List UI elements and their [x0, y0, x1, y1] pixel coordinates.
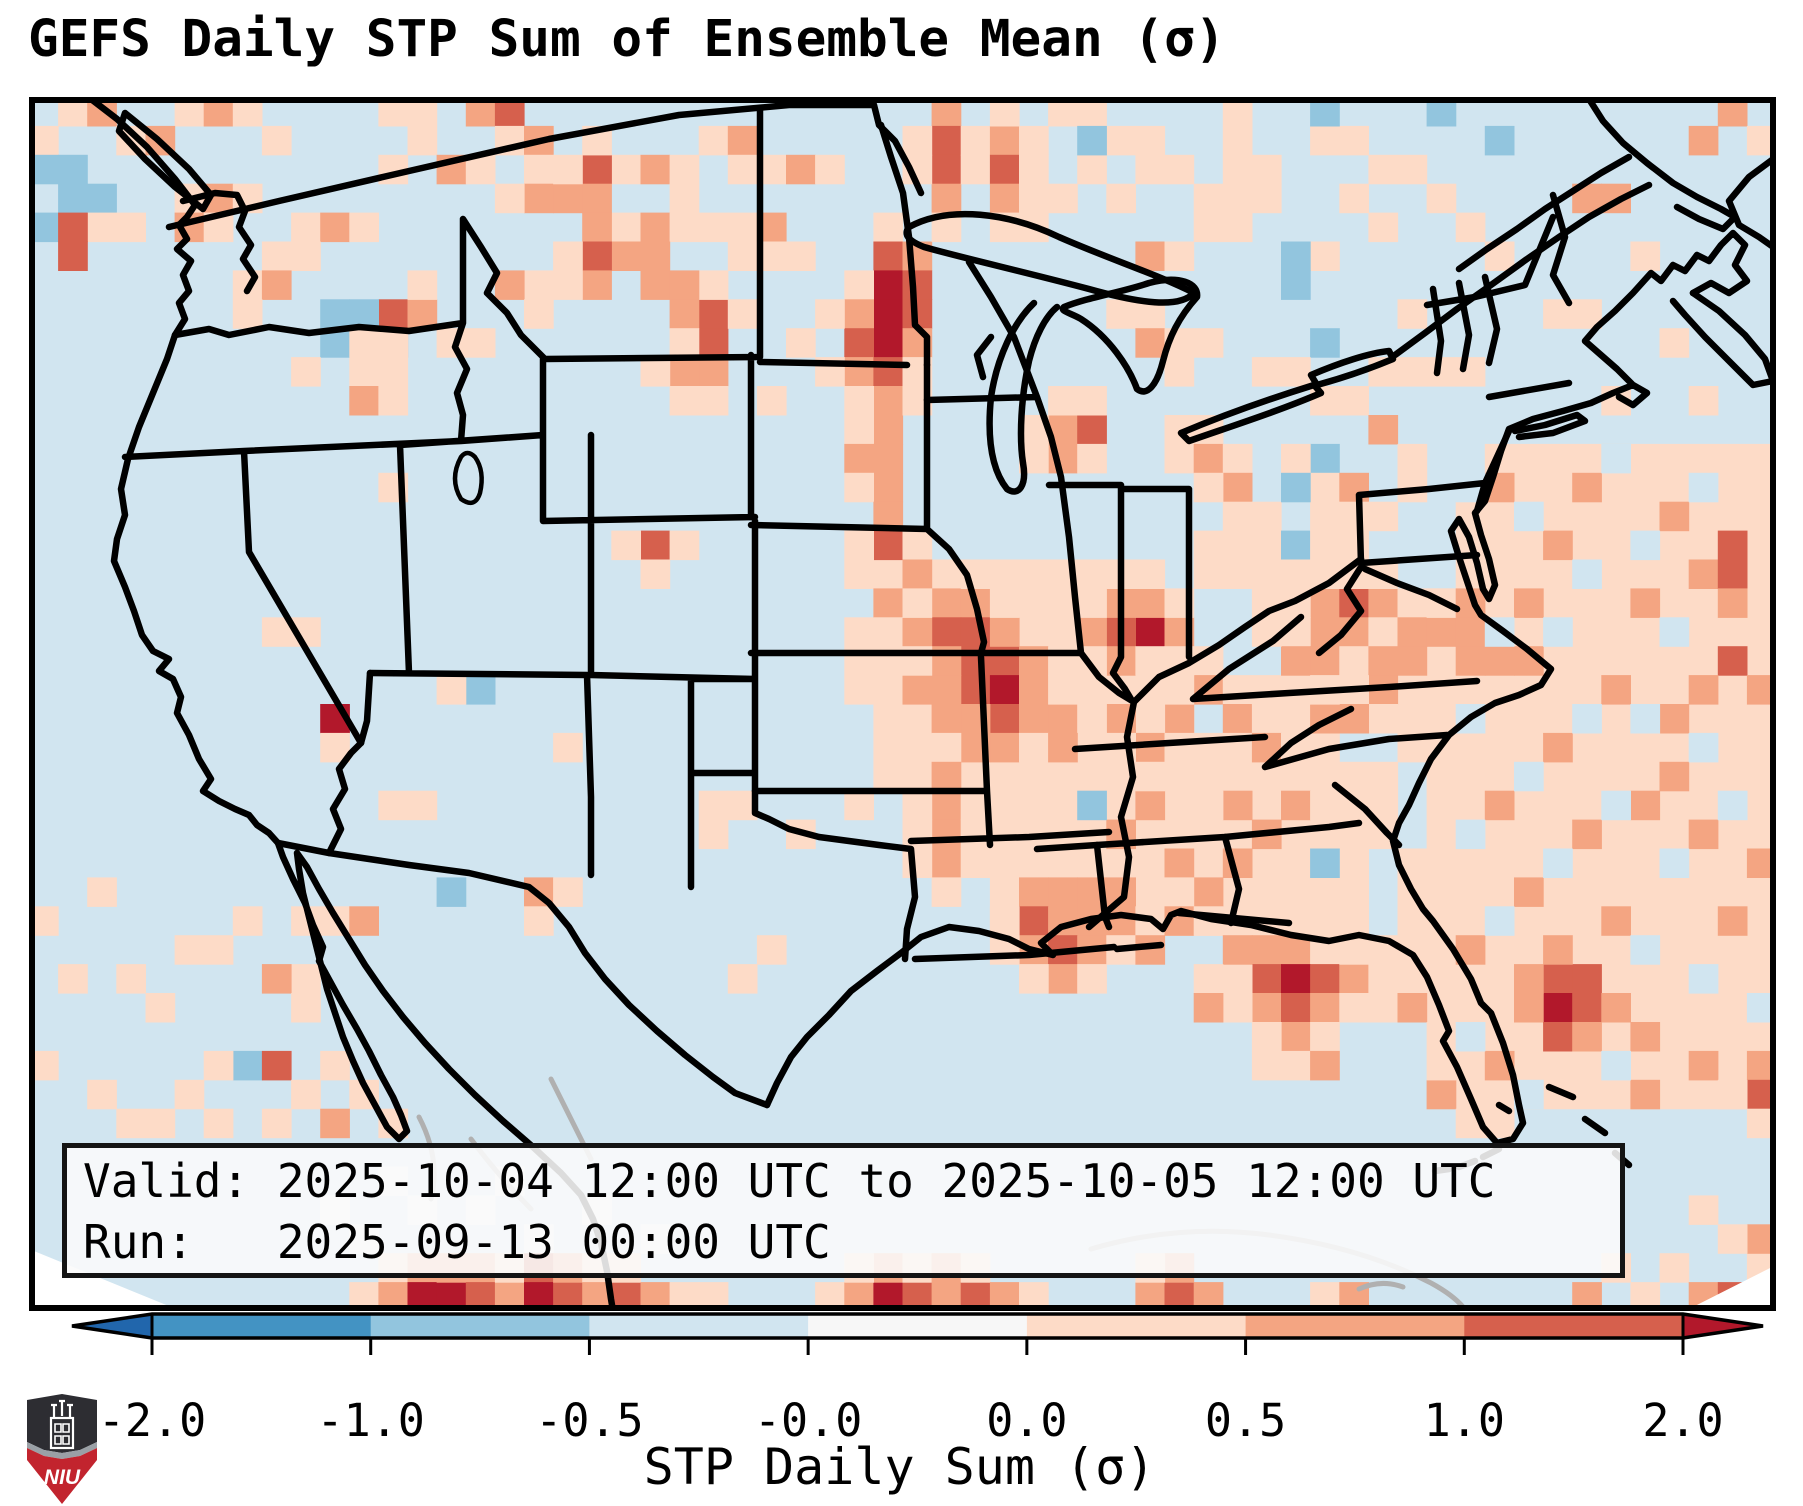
niu-shield-red — [27, 1448, 97, 1504]
colorbar-ticks — [150, 1338, 1685, 1355]
colorbar-axis-label: STP Daily Sum (σ) — [643, 1438, 1156, 1496]
valid-run-info-box: Valid: 2025-10-04 12:00 UTC to 2025-10-0… — [62, 1143, 1625, 1278]
map-frame — [29, 97, 1776, 1311]
bahamas — [1495, 1083, 1633, 1169]
lake-michigan — [973, 299, 1061, 495]
colorbar-tick-labels: -2.0 -1.0 -0.5 -0.0 0.0 0.5 1.0 2.0 — [98, 1394, 1724, 1447]
projection-wedge-right — [1685, 1265, 1776, 1311]
run-line: Run: 2025-09-13 00:00 UTC — [83, 1215, 831, 1269]
lake-superior — [903, 210, 1198, 306]
svg-text:1.0: 1.0 — [1424, 1394, 1505, 1447]
state-borders-west — [121, 105, 764, 891]
niu-shield-swoosh — [27, 1442, 97, 1459]
niu-castle-icon — [49, 1399, 75, 1450]
svg-text:-0.0: -0.0 — [754, 1394, 862, 1447]
lake-huron — [1059, 276, 1201, 395]
geography-outlines — [87, 97, 1776, 1311]
niu-logo-text: NIU — [44, 1466, 81, 1489]
state-borders-midwest — [877, 121, 1365, 931]
west-coast — [87, 97, 617, 1311]
map-canvas: Valid: 2025-10-04 12:00 UTC to 2025-10-0… — [29, 97, 1776, 1311]
niu-shield-dark — [27, 1394, 97, 1453]
svg-text:0.0: 0.0 — [986, 1394, 1067, 1447]
nova-scotia — [1669, 289, 1776, 389]
colorbar-segments — [72, 1314, 1763, 1338]
svg-text:-1.0: -1.0 — [317, 1394, 425, 1447]
svg-text:0.5: 0.5 — [1205, 1394, 1286, 1447]
long-island — [1511, 411, 1589, 441]
gulf-atlantic-coast — [763, 229, 1751, 1147]
great-salt-lake — [452, 450, 484, 506]
vancouver-island — [115, 109, 215, 213]
canada-border — [165, 101, 925, 231]
svg-text:2.0: 2.0 — [1642, 1394, 1723, 1447]
state-borders-plains — [747, 358, 1165, 963]
state-borders-northeast — [1315, 191, 1573, 657]
colorbar: -2.0 -1.0 -0.5 -0.0 0.0 0.5 1.0 2.0 — [71, 1312, 1764, 1447]
puget-sound — [179, 189, 259, 295]
svg-text:-2.0: -2.0 — [98, 1394, 206, 1447]
valid-line: Valid: 2025-10-04 12:00 UTC to 2025-10-0… — [83, 1154, 1496, 1208]
lake-ontario — [1307, 347, 1397, 389]
colorado-river-border — [325, 669, 374, 857]
plot-title: GEFS Daily STP Sum of Ensemble Mean (σ) — [28, 10, 1226, 69]
state-borders-southeast — [1093, 613, 1481, 931]
svg-text:-0.5: -0.5 — [535, 1394, 643, 1447]
mexico-border — [274, 839, 771, 1109]
forecast-map — [29, 97, 1776, 1311]
lake-erie — [1177, 381, 1325, 445]
niu-logo: NIU — [27, 1394, 97, 1504]
